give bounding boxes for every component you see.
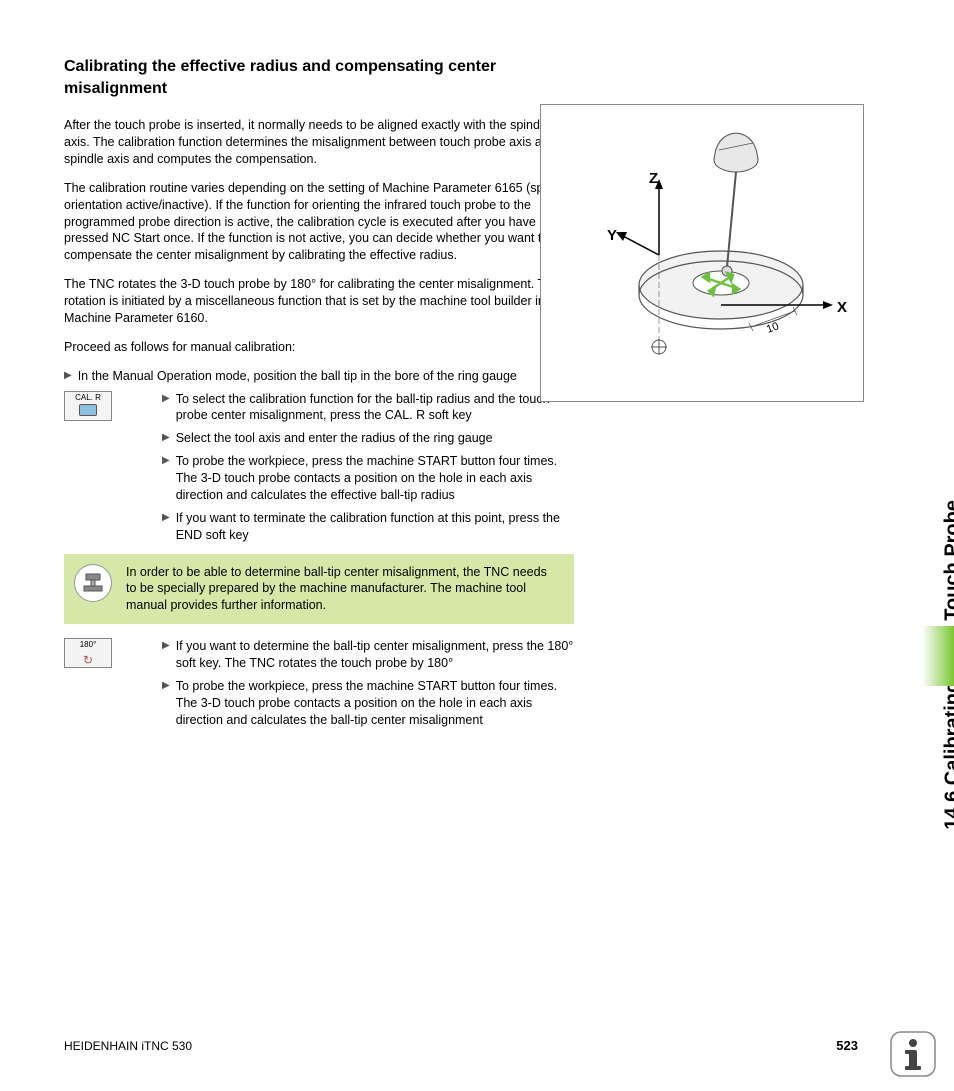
calibration-diagram: Z Y X 10 xyxy=(540,104,864,402)
triangle-bullet-icon: ▶ xyxy=(162,512,170,523)
note-text: In order to be able to determine ball-ti… xyxy=(126,564,560,615)
triangle-bullet-icon: ▶ xyxy=(64,370,72,381)
list-text: To probe the workpiece, press the machin… xyxy=(176,453,574,504)
footer-product: HEIDENHAIN iTNC 530 xyxy=(64,1039,192,1053)
list-text: To probe the workpiece, press the machin… xyxy=(176,678,574,729)
section-heading: Calibrating the effective radius and com… xyxy=(64,56,574,99)
list-item: ▶ If you want to terminate the calibrati… xyxy=(162,510,574,544)
axis-z-label: Z xyxy=(649,170,658,187)
list-text: If you want to terminate the calibration… xyxy=(176,510,574,544)
list-item: ▶ In the Manual Operation mode, position… xyxy=(64,368,574,385)
list-item: ▶ Select the tool axis and enter the rad… xyxy=(162,430,574,447)
triangle-bullet-icon: ▶ xyxy=(162,640,170,651)
machine-icon xyxy=(74,564,112,602)
softkey-row: 180° ↻ ▶ If you want to determine the ba… xyxy=(64,638,574,728)
paragraph: The TNC rotates the 3-D touch probe by 1… xyxy=(64,276,574,327)
dimension-label: 10 xyxy=(765,320,781,335)
page-number: 523 xyxy=(836,1038,858,1053)
axis-x-label: X xyxy=(837,299,847,316)
info-icon xyxy=(890,1031,936,1077)
main-content: Calibrating the effective radius and com… xyxy=(64,56,574,737)
list-text: In the Manual Operation mode, position t… xyxy=(78,368,574,385)
triangle-bullet-icon: ▶ xyxy=(162,680,170,691)
cal-r-softkey-icon: CAL. R xyxy=(64,391,112,421)
note-box: In order to be able to determine ball-ti… xyxy=(64,554,574,625)
paragraph: Proceed as follows for manual calibratio… xyxy=(64,339,574,356)
axis-y-label: Y xyxy=(607,227,617,244)
softkey-label: 180° xyxy=(80,640,97,649)
list-text: If you want to determine the ball-tip ce… xyxy=(176,638,574,672)
list-item: ▶ If you want to determine the ball-tip … xyxy=(162,638,574,672)
paragraph: The calibration routine varies depending… xyxy=(64,180,574,264)
softkey-row: CAL. R ▶ To select the calibration funct… xyxy=(64,391,574,544)
list-item: ▶ To select the calibration function for… xyxy=(162,391,574,425)
softkey-label: CAL. R xyxy=(75,393,101,402)
paragraph: After the touch probe is inserted, it no… xyxy=(64,117,574,168)
chapter-tab xyxy=(922,626,954,686)
list-text: Select the tool axis and enter the radiu… xyxy=(176,430,574,447)
triangle-bullet-icon: ▶ xyxy=(162,432,170,443)
triangle-bullet-icon: ▶ xyxy=(162,393,170,404)
list-item: ▶ To probe the workpiece, press the mach… xyxy=(162,678,574,729)
list-text: To select the calibration function for t… xyxy=(176,391,574,425)
triangle-bullet-icon: ▶ xyxy=(162,455,170,466)
list-item: ▶ To probe the workpiece, press the mach… xyxy=(162,453,574,504)
180-degree-softkey-icon: 180° ↻ xyxy=(64,638,112,668)
